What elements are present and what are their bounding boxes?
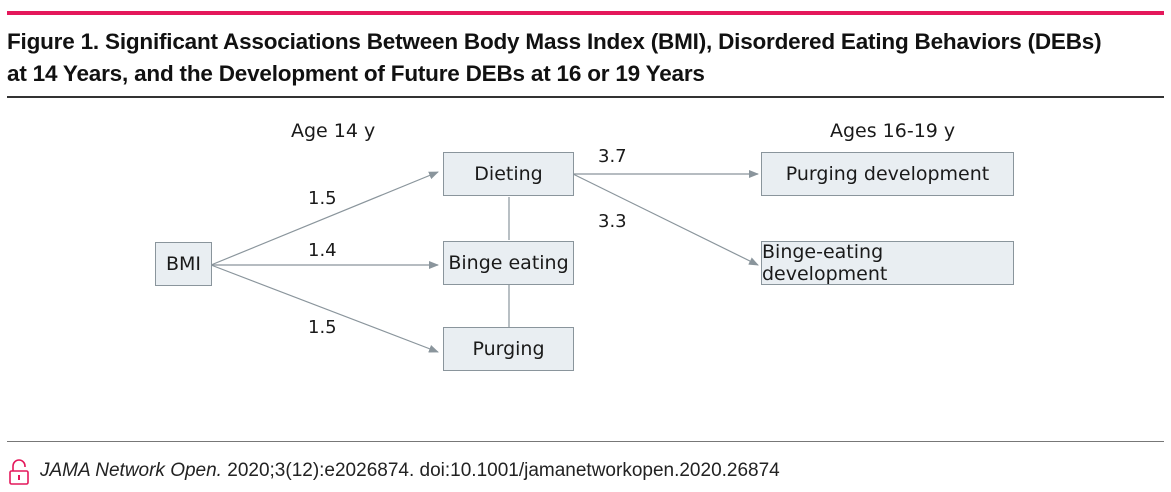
node-binge-eating: Binge eating	[443, 241, 574, 285]
footer-divider	[7, 441, 1164, 442]
coef-bmi-purging: 1.5	[308, 317, 337, 338]
citation-details: 2020;3(12):e2026874. doi:10.1001/jamanet…	[221, 460, 780, 481]
header-age-14: Age 14 y	[291, 120, 376, 142]
citation-journal: JAMA Network Open.	[40, 460, 222, 481]
coef-dieting-binge-dev: 3.3	[598, 211, 627, 232]
coef-bmi-dieting: 1.5	[308, 188, 337, 209]
accent-rule	[7, 11, 1164, 15]
figure-title: Figure 1. Significant Associations Betwe…	[7, 26, 1157, 90]
figure-title-line1: Figure 1. Significant Associations Betwe…	[7, 29, 1102, 54]
arrow-bmi-purging	[210, 264, 439, 353]
node-binge-eating-development: Binge-eating development	[761, 241, 1014, 285]
node-dieting: Dieting	[443, 152, 574, 196]
node-bmi: BMI	[155, 242, 212, 286]
diagram-connectors	[210, 170, 759, 353]
arrow-bmi-dieting	[210, 171, 439, 266]
node-purging: Purging	[443, 327, 574, 371]
title-divider	[7, 96, 1164, 98]
header-ages-16-19: Ages 16-19 y	[830, 120, 956, 142]
arrow-dieting-binge-dev	[572, 173, 759, 266]
open-lock-icon	[9, 459, 29, 485]
coef-dieting-purging-dev: 3.7	[598, 146, 627, 167]
flow-diagram: Age 14 y Ages 16-19 y BMI Dieting Binge …	[0, 100, 1171, 420]
coef-bmi-binge: 1.4	[308, 240, 337, 261]
node-purging-development: Purging development	[761, 152, 1014, 196]
figure-title-line2: at 14 Years, and the Development of Futu…	[7, 61, 705, 86]
citation: JAMA Network Open. 2020;3(12):e2026874. …	[40, 458, 780, 484]
